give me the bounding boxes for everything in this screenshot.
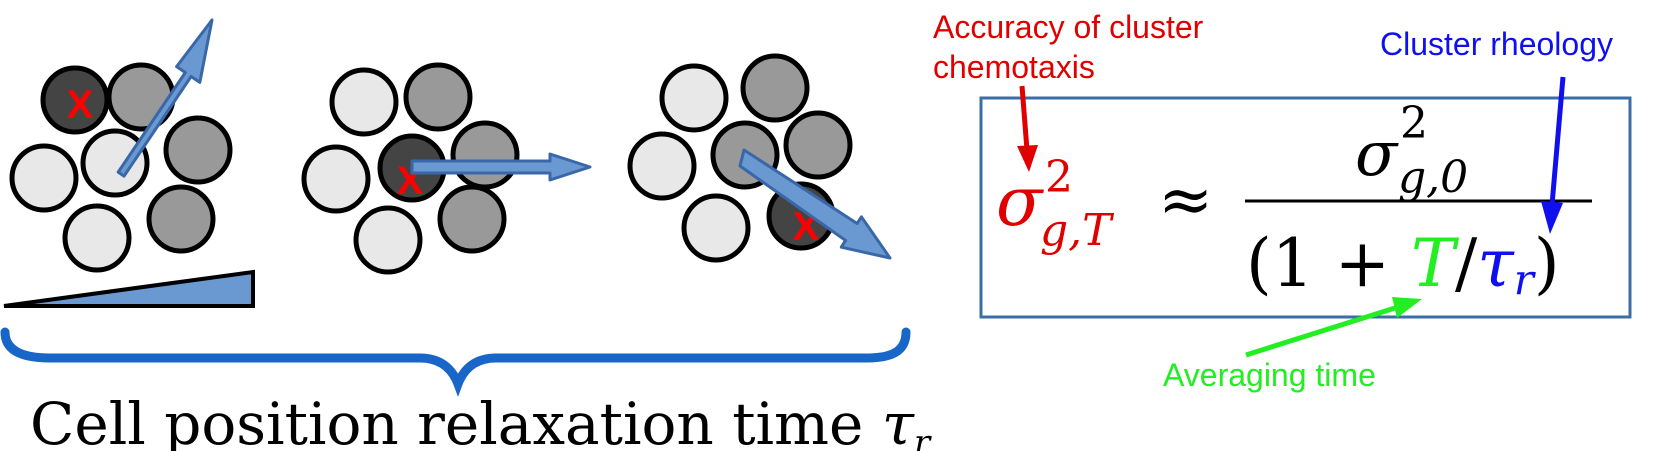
- curly-brace: [0, 327, 911, 397]
- lhs-superscript: 2: [1045, 152, 1073, 203]
- relaxation-time-label: Cell position relaxation time τr: [30, 390, 932, 451]
- num-subscript: g,0: [1398, 152, 1468, 203]
- cell: [627, 131, 697, 201]
- accuracy-label-line2: chemotaxis: [933, 49, 1095, 85]
- den-slash: /: [1455, 225, 1478, 302]
- averaging-pointer-arrow: [1245, 297, 1422, 358]
- migration-arrow: [410, 152, 592, 182]
- cell-cluster-2: X: [301, 62, 592, 275]
- cell: [437, 184, 507, 254]
- cell: [353, 205, 423, 275]
- lhs-subscript: g,T: [1040, 205, 1115, 256]
- cell: [740, 53, 810, 123]
- migration-arrow: [116, 18, 214, 178]
- den-T: T: [1411, 225, 1460, 302]
- cell: [783, 110, 853, 180]
- cell: [450, 120, 520, 190]
- cell: [80, 128, 150, 198]
- den-tau-subscript: r: [1514, 255, 1537, 304]
- den-open: (1 +: [1246, 225, 1411, 302]
- accuracy-label-line1: Accuracy of cluster: [933, 9, 1204, 45]
- cell: [403, 62, 473, 132]
- averaging-time-label: Averaging time: [1163, 357, 1376, 393]
- cell-cluster-1: X: [9, 18, 233, 273]
- cell: [659, 63, 729, 133]
- den-close: ): [1534, 225, 1560, 302]
- relaxation-text: Cell position relaxation time: [30, 390, 882, 451]
- cell: [301, 144, 371, 214]
- migration-arrow: [738, 148, 892, 260]
- den-tau: τ: [1477, 225, 1515, 302]
- rheology-label: Cluster rheology: [1380, 26, 1613, 62]
- cell-cluster-3: X: [627, 53, 892, 263]
- num-superscript: 2: [1400, 98, 1428, 149]
- tau-symbol: τ: [882, 390, 915, 451]
- lhs-sigma: σ: [996, 163, 1044, 242]
- accuracy-pointer-arrow: [1017, 85, 1038, 172]
- formula-box: [979, 96, 1632, 319]
- cell: [62, 203, 132, 273]
- num-sigma: σ: [1355, 117, 1399, 190]
- numerator: σ 2 g,0: [1355, 98, 1468, 203]
- marker-x: X: [67, 83, 94, 127]
- denominator: (1 + T/τr): [1246, 225, 1560, 304]
- lhs-variance: σ 2 g,T: [996, 152, 1115, 256]
- cell: [163, 115, 233, 185]
- cell: [146, 184, 216, 254]
- cell: [329, 67, 399, 137]
- rheology-pointer-arrow: [1541, 76, 1566, 234]
- tau-subscript: r: [914, 423, 932, 451]
- gradient-wedge: [3, 269, 255, 308]
- cell: [681, 193, 751, 263]
- approx-symbol: ≈: [1158, 161, 1213, 238]
- cell: [9, 143, 79, 213]
